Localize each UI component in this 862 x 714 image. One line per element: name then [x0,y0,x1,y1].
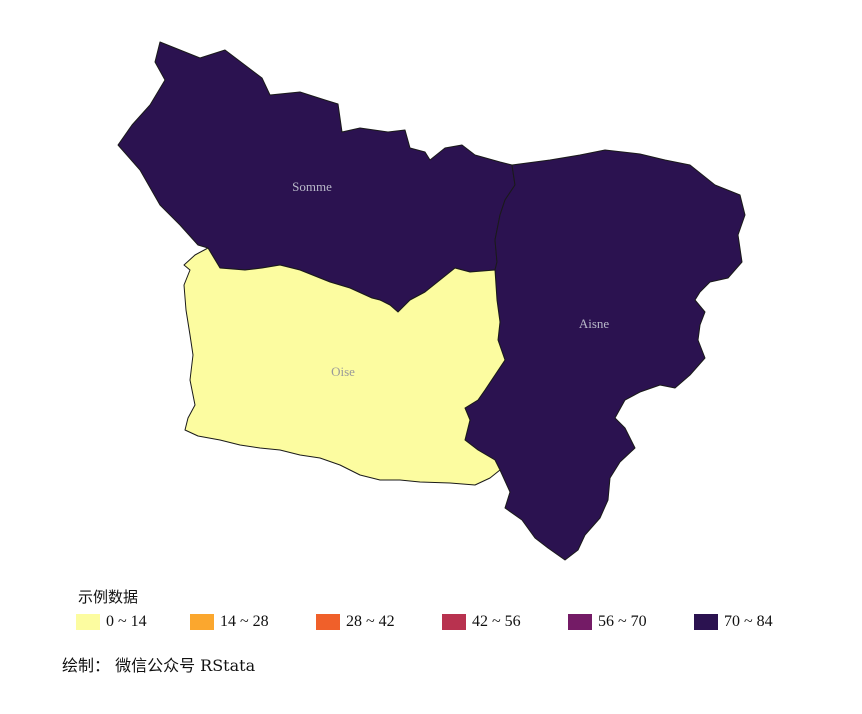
legend-label: 56 ~ 70 [598,613,647,630]
legend: 0 ~ 14 14 ~ 28 28 ~ 42 42 ~ 56 56 ~ 70 7… [76,611,816,633]
legend-label: 28 ~ 42 [346,613,395,630]
legend-item: 28 ~ 42 [316,611,395,633]
legend-swatch [694,614,718,630]
legend-item: 56 ~ 70 [568,611,647,633]
region-label-oise: Oise [331,364,355,379]
legend-item: 0 ~ 14 [76,611,147,633]
legend-label: 14 ~ 28 [220,613,269,630]
region-aisne[interactable] [464,149,746,561]
legend-item: 70 ~ 84 [694,611,773,633]
legend-label: 0 ~ 14 [106,613,147,630]
caption: 绘制： 微信公众号 RStata [62,656,256,675]
legend-item: 14 ~ 28 [190,611,269,633]
legend-title: 示例数据 [78,588,139,606]
legend-item: 42 ~ 56 [442,611,521,633]
legend-swatch [190,614,214,630]
region-label-somme: Somme [292,179,332,194]
legend-label: 70 ~ 84 [724,613,773,630]
legend-swatch [76,614,100,630]
legend-swatch [442,614,466,630]
legend-swatch [568,614,592,630]
region-oise[interactable] [183,247,506,486]
region-label-aisne: Aisne [579,316,610,331]
legend-label: 42 ~ 56 [472,613,521,630]
legend-swatch [316,614,340,630]
